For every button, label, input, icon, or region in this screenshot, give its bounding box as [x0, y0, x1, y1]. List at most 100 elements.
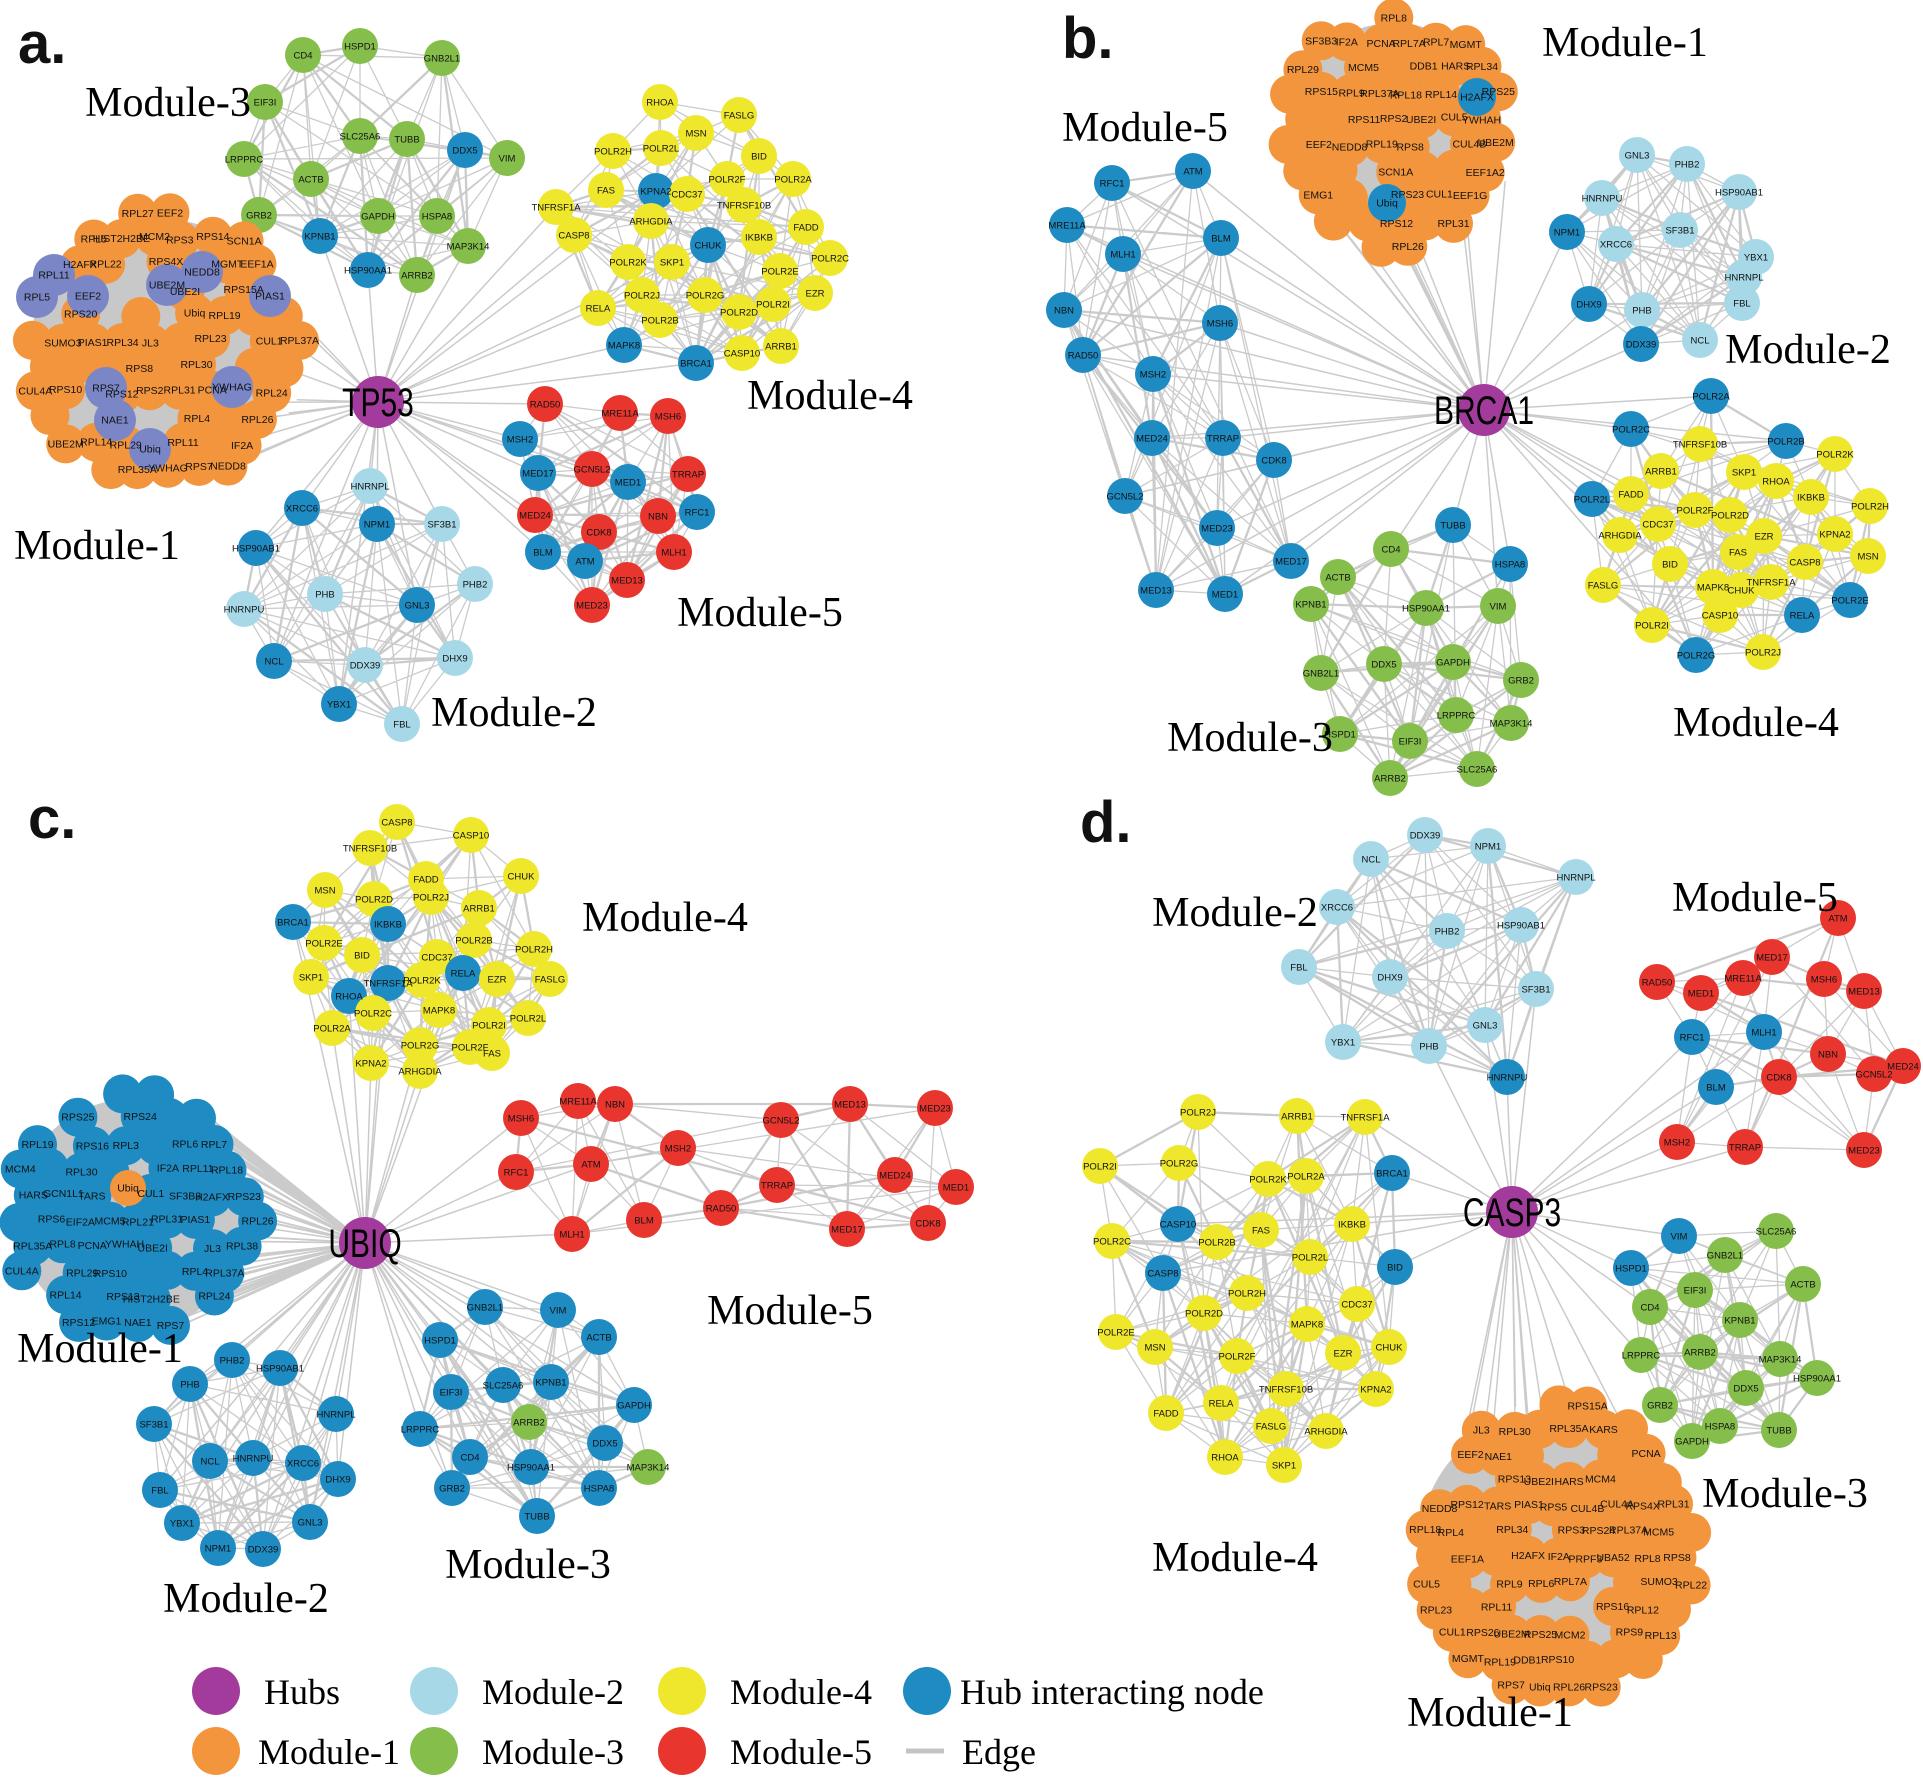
svg-text:FADD: FADD: [793, 223, 818, 234]
svg-text:RPS7: RPS7: [185, 461, 213, 473]
svg-text:H2AFX: H2AFX: [1460, 92, 1494, 104]
svg-text:HNRNPU: HNRNPU: [1487, 1073, 1528, 1084]
svg-text:Module-1: Module-1: [1542, 20, 1708, 66]
svg-text:SF3B1: SF3B1: [1665, 226, 1694, 237]
svg-text:NPM1: NPM1: [205, 1544, 231, 1555]
svg-text:HSPD1: HSPD1: [1615, 1264, 1647, 1275]
svg-text:RPL18: RPL18: [1409, 1524, 1441, 1536]
svg-text:RPL30: RPL30: [180, 359, 212, 371]
svg-text:Module-4: Module-4: [582, 895, 748, 941]
svg-text:NAE1: NAE1: [124, 1317, 152, 1329]
svg-text:MSN: MSN: [685, 129, 706, 140]
svg-text:RPL11: RPL11: [182, 1163, 213, 1175]
svg-text:RPS7: RPS7: [92, 383, 120, 395]
svg-text:ACTB: ACTB: [1325, 573, 1350, 584]
svg-text:POLR2A: POLR2A: [313, 1024, 351, 1035]
svg-text:CASP3: CASP3: [1463, 1191, 1561, 1235]
svg-text:IF2A: IF2A: [1336, 36, 1358, 48]
svg-text:RAD50: RAD50: [1068, 351, 1099, 362]
svg-text:MED1: MED1: [943, 1183, 969, 1194]
svg-text:ACTB: ACTB: [1790, 1280, 1815, 1291]
svg-text:RPL9: RPL9: [1338, 88, 1364, 100]
svg-text:POLR2D: POLR2D: [1711, 511, 1749, 522]
svg-text:EZR: EZR: [1755, 532, 1774, 543]
svg-text:EZR: EZR: [806, 289, 825, 300]
svg-text:RPL22: RPL22: [1675, 1580, 1707, 1592]
svg-text:GNB2L1: GNB2L1: [1303, 669, 1339, 680]
svg-text:KPNA2: KPNA2: [1360, 1385, 1391, 1396]
svg-text:RHOA: RHOA: [335, 992, 363, 1003]
svg-text:NCL: NCL: [1690, 336, 1709, 347]
svg-text:RPS11: RPS11: [1348, 114, 1381, 126]
svg-text:MED1: MED1: [1212, 590, 1238, 601]
svg-text:BID: BID: [1662, 560, 1678, 571]
svg-text:LRPPRC: LRPPRC: [1622, 1351, 1661, 1362]
svg-text:MCM2: MCM2: [1555, 1630, 1586, 1642]
svg-text:HSP90AB1: HSP90AB1: [256, 1364, 304, 1375]
svg-text:RFC1: RFC1: [504, 1168, 529, 1179]
svg-text:RPL8: RPL8: [1381, 12, 1407, 24]
svg-text:CASP10: CASP10: [1160, 1220, 1196, 1231]
svg-text:RPL30: RPL30: [1499, 1426, 1531, 1438]
svg-text:GRB2: GRB2: [439, 1484, 465, 1495]
svg-text:Ubiq: Ubiq: [117, 1183, 139, 1195]
svg-text:SF3B3: SF3B3: [1305, 35, 1337, 47]
svg-text:CUL1: CUL1: [1426, 189, 1453, 201]
svg-text:RHOA: RHOA: [1762, 477, 1790, 488]
svg-text:RPL14: RPL14: [1425, 89, 1457, 101]
svg-text:TRRAP: TRRAP: [1729, 1143, 1761, 1154]
svg-text:JL3: JL3: [142, 338, 159, 350]
svg-text:ARHGDIA: ARHGDIA: [1304, 1427, 1348, 1438]
svg-text:RPL3: RPL3: [113, 1140, 139, 1152]
svg-text:MRE11A: MRE11A: [1724, 974, 1762, 985]
svg-text:YBX1: YBX1: [1744, 253, 1768, 264]
svg-text:MED23: MED23: [919, 1104, 951, 1115]
svg-text:CHUK: CHUK: [508, 872, 536, 883]
svg-text:H2AFX: H2AFX: [63, 259, 97, 271]
svg-text:CASP8: CASP8: [381, 818, 412, 829]
svg-text:POLR2E: POLR2E: [305, 939, 343, 950]
svg-text:Module-2: Module-2: [163, 1576, 329, 1622]
svg-text:RPL31: RPL31: [164, 385, 196, 397]
svg-text:RPS16: RPS16: [1596, 1601, 1629, 1613]
svg-text:RPS10: RPS10: [94, 1268, 127, 1280]
svg-text:POLR2G: POLR2G: [1677, 651, 1716, 662]
svg-text:RELA: RELA: [586, 304, 611, 315]
svg-text:TUBB: TUBB: [1440, 521, 1465, 532]
svg-text:DDX39: DDX39: [248, 1545, 279, 1556]
svg-text:RPL27: RPL27: [122, 208, 154, 220]
svg-text:POLR2I: POLR2I: [472, 1021, 506, 1032]
svg-text:EIF3I: EIF3I: [440, 1388, 463, 1399]
svg-text:RPL26: RPL26: [1392, 241, 1424, 253]
svg-text:RPL35A: RPL35A: [118, 464, 157, 476]
svg-text:FAS: FAS: [597, 186, 615, 197]
svg-text:MGMT: MGMT: [1450, 39, 1483, 51]
svg-text:RPL19: RPL19: [209, 310, 241, 322]
svg-text:POLR2G: POLR2G: [1160, 1159, 1199, 1170]
svg-text:RELA: RELA: [1209, 1399, 1234, 1410]
svg-text:ATM: ATM: [1828, 914, 1847, 925]
svg-text:MAP3K14: MAP3K14: [1490, 719, 1533, 730]
svg-text:Module-4: Module-4: [747, 373, 913, 419]
svg-text:SUMO3: SUMO3: [1640, 1576, 1678, 1588]
svg-text:CD4: CD4: [1640, 1303, 1659, 1314]
svg-text:CUL4B: CUL4B: [1570, 1503, 1604, 1515]
svg-text:RPL37A: RPL37A: [1360, 88, 1399, 100]
svg-text:RPS15A: RPS15A: [1567, 1401, 1607, 1413]
svg-text:RPS3: RPS3: [1558, 1524, 1586, 1536]
svg-text:CD4: CD4: [1381, 545, 1400, 556]
svg-text:DHX9: DHX9: [1576, 300, 1601, 311]
svg-text:RPL7A: RPL7A: [1392, 38, 1425, 50]
svg-text:ARRB1: ARRB1: [1281, 1112, 1313, 1123]
svg-text:RPS9: RPS9: [1616, 1627, 1644, 1639]
svg-text:POLR2J: POLR2J: [1745, 648, 1781, 659]
svg-text:Module-3: Module-3: [85, 80, 251, 126]
svg-text:BLM: BLM: [1211, 234, 1231, 245]
svg-text:TUBB: TUBB: [394, 135, 419, 146]
svg-text:RPS8: RPS8: [126, 363, 154, 375]
svg-text:GNL3: GNL3: [298, 1518, 323, 1529]
svg-text:POLR2E: POLR2E: [1097, 1328, 1135, 1339]
svg-text:BLM: BLM: [533, 548, 553, 559]
svg-text:ARHGDIA: ARHGDIA: [398, 1067, 442, 1078]
svg-text:VIM: VIM: [1490, 602, 1507, 613]
